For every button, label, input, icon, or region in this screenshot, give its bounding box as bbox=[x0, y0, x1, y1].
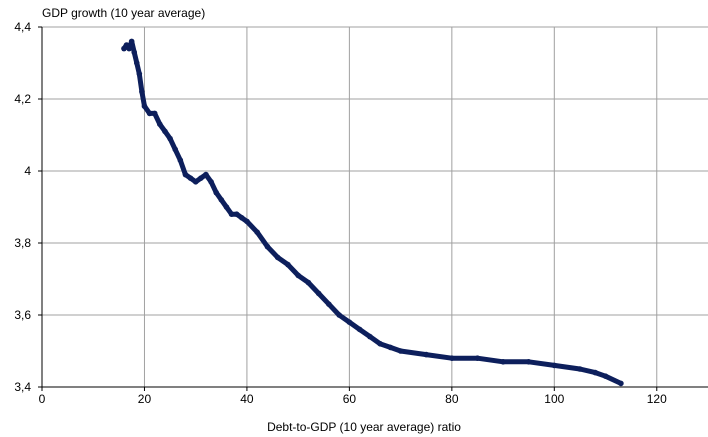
data-point bbox=[305, 279, 312, 286]
data-point bbox=[167, 135, 173, 142]
data-point bbox=[592, 369, 599, 376]
data-point bbox=[449, 355, 455, 362]
data-point bbox=[356, 326, 363, 333]
data-point bbox=[254, 229, 260, 235]
data-point bbox=[157, 121, 163, 127]
data-point bbox=[233, 211, 240, 217]
data-point bbox=[577, 366, 583, 372]
data-point bbox=[423, 351, 430, 358]
axes bbox=[41, 27, 708, 388]
data-point bbox=[295, 272, 301, 279]
data-point bbox=[264, 243, 271, 250]
data-point bbox=[285, 261, 291, 268]
data-point bbox=[387, 344, 394, 351]
x-tick-label: 100 bbox=[544, 392, 564, 406]
data-point bbox=[602, 373, 609, 380]
y-tick-label: 4 bbox=[24, 164, 31, 178]
data-point bbox=[223, 204, 230, 210]
data-point bbox=[228, 211, 235, 217]
data-point bbox=[213, 189, 219, 196]
y-tick-label: 3,6 bbox=[14, 308, 31, 322]
data-point bbox=[377, 341, 383, 347]
data-series bbox=[121, 38, 624, 387]
data-point bbox=[139, 89, 145, 95]
data-point bbox=[187, 175, 194, 181]
data-point bbox=[126, 45, 132, 52]
y-tick-label: 4,2 bbox=[14, 92, 31, 106]
x-tick-label: 80 bbox=[445, 392, 459, 406]
data-point bbox=[397, 348, 404, 354]
x-tick-labels: 0 20 40 60 80 100 120 bbox=[39, 387, 667, 406]
x-tick-label: 120 bbox=[647, 392, 667, 406]
x-tick-label: 0 bbox=[39, 392, 46, 406]
data-point bbox=[244, 218, 250, 225]
data-point bbox=[336, 312, 342, 318]
data-point bbox=[128, 38, 135, 45]
data-point bbox=[136, 71, 143, 77]
data-point bbox=[618, 380, 624, 387]
data-point bbox=[177, 157, 184, 163]
data-point bbox=[172, 146, 178, 153]
data-point bbox=[131, 49, 138, 55]
data-point bbox=[346, 319, 353, 326]
data-point bbox=[525, 359, 532, 365]
data-point bbox=[551, 362, 558, 369]
data-point bbox=[315, 290, 322, 297]
data-point bbox=[203, 171, 209, 178]
data-point bbox=[500, 359, 506, 365]
y-axis-title: GDP growth (10 year average) bbox=[42, 6, 205, 20]
y-tick-label: 3,8 bbox=[14, 236, 31, 250]
data-point bbox=[326, 301, 332, 308]
data-point bbox=[198, 175, 204, 181]
y-tick-label: 3,4 bbox=[14, 380, 31, 394]
x-tick-label: 20 bbox=[138, 392, 152, 406]
gridlines bbox=[42, 26, 708, 387]
data-point bbox=[141, 103, 148, 109]
data-point bbox=[474, 355, 481, 362]
data-point bbox=[208, 179, 214, 185]
data-point bbox=[151, 110, 158, 117]
data-point bbox=[218, 197, 225, 203]
x-tick-label: 60 bbox=[343, 392, 357, 406]
y-tick-labels: 3,4 3,6 3,8 4 4,2 4,4 bbox=[14, 20, 42, 394]
data-point bbox=[182, 171, 189, 178]
data-point bbox=[274, 254, 281, 261]
y-tick-label: 4,4 bbox=[14, 20, 31, 34]
data-point bbox=[239, 215, 245, 221]
data-point bbox=[367, 333, 373, 340]
x-axis-title: Debt-to-GDP (10 year average) ratio bbox=[267, 420, 461, 434]
x-tick-label: 40 bbox=[240, 392, 254, 406]
data-point bbox=[162, 128, 168, 135]
data-point bbox=[192, 179, 199, 185]
data-point bbox=[146, 110, 153, 117]
data-point bbox=[133, 60, 140, 66]
